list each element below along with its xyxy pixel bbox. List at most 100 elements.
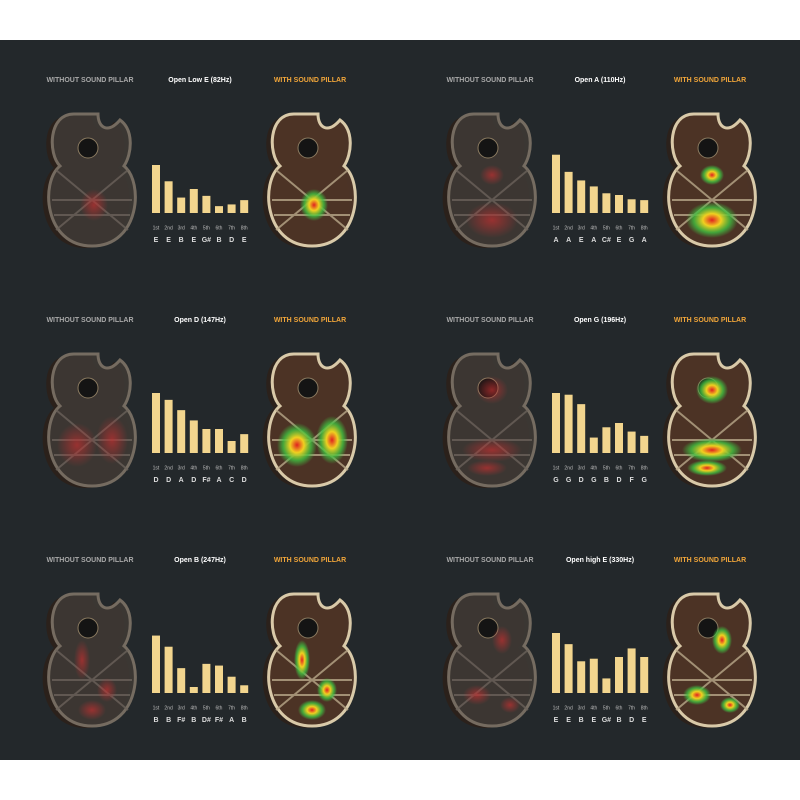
note-label: E xyxy=(154,237,159,244)
harmonic-label: 2nd xyxy=(564,705,573,711)
heat-blob xyxy=(97,678,117,702)
bar xyxy=(552,154,560,213)
harmonic-label: 3rd xyxy=(178,225,185,231)
harmonic-label: 3rd xyxy=(578,225,585,231)
note-label: B xyxy=(616,717,621,724)
test-title: Open Low E (82Hz) xyxy=(168,77,231,84)
bracing xyxy=(272,649,352,711)
harmonic-label: 7th xyxy=(628,705,635,711)
pillar-on-label: WITH SOUND PILLAR xyxy=(674,77,746,84)
heat-blob xyxy=(467,460,507,476)
sound-hole xyxy=(297,617,319,639)
note-label: D xyxy=(191,477,196,484)
harmonic-label: 3rd xyxy=(178,465,185,471)
harmonic-label: 8th xyxy=(641,225,648,231)
harmonic-label: 1st xyxy=(153,465,160,471)
bar xyxy=(627,648,636,693)
harmonic-label: 8th xyxy=(241,465,248,471)
guitar-illustration xyxy=(662,112,757,248)
note-label: B xyxy=(242,717,247,724)
heat-blob xyxy=(683,685,711,705)
note-label: B xyxy=(579,717,584,724)
note-label: C# xyxy=(602,237,611,244)
note-label: G xyxy=(566,477,572,484)
note-label: B xyxy=(179,237,184,244)
heat-blob xyxy=(96,416,128,464)
heat-blob xyxy=(277,423,317,467)
harmonic-label: 6th xyxy=(616,465,623,471)
note-label: E xyxy=(191,237,196,244)
bracing xyxy=(452,169,532,231)
note-label: D xyxy=(579,477,584,484)
bar xyxy=(240,434,249,453)
heat-blob xyxy=(686,202,738,238)
heat-blob xyxy=(74,640,90,680)
harmonic-label: 2nd xyxy=(164,705,173,711)
bar xyxy=(189,687,198,693)
harmonic-label: 4th xyxy=(590,225,597,231)
guitar-illustration xyxy=(42,352,137,488)
note-label: E xyxy=(566,717,571,724)
harmonic-label: 1st xyxy=(153,225,160,231)
test-title: Open B (247Hz) xyxy=(174,557,226,564)
pillar-off-label: WITHOUT SOUND PILLAR xyxy=(46,317,133,324)
harmonic-label: 7th xyxy=(628,225,635,231)
harmonic-label: 5th xyxy=(203,705,210,711)
bar xyxy=(189,189,198,213)
test-title: Open D (147Hz) xyxy=(174,317,226,324)
harmonic-label: 1st xyxy=(153,705,160,711)
note-label: C xyxy=(229,477,234,484)
bar xyxy=(589,658,598,693)
bar xyxy=(152,165,160,213)
harmonic-label: 2nd xyxy=(164,225,173,231)
bar xyxy=(164,181,173,213)
heat-blob xyxy=(317,678,337,702)
note-label: D xyxy=(229,237,234,244)
heat-blob xyxy=(463,685,491,705)
harmonic-label: 2nd xyxy=(164,465,173,471)
note-label: F# xyxy=(202,477,210,484)
heat-blob xyxy=(700,165,724,185)
guitar-body xyxy=(47,112,137,248)
heat-blob xyxy=(78,700,106,720)
harmonic-label: 3rd xyxy=(578,465,585,471)
bracing xyxy=(452,649,532,711)
harmonic-label: 8th xyxy=(641,465,648,471)
note-label: D# xyxy=(202,717,211,724)
note-label: E xyxy=(166,237,171,244)
bracing xyxy=(52,649,132,711)
harmonic-label: 3rd xyxy=(578,705,585,711)
sound-hole xyxy=(697,137,719,159)
test-title: Open high E (330Hz) xyxy=(566,557,634,564)
heat-blob xyxy=(696,376,728,404)
bar xyxy=(577,180,586,213)
harmonic-label: 5th xyxy=(603,465,610,471)
harmonic-label: 7th xyxy=(228,705,235,711)
heat-blob xyxy=(462,438,522,462)
note-label: B xyxy=(604,477,609,484)
harmonic-label: 5th xyxy=(203,225,210,231)
harmonic-label: 6th xyxy=(216,465,223,471)
bar xyxy=(640,200,649,213)
harmonic-label: 6th xyxy=(216,225,223,231)
bar xyxy=(177,197,186,213)
harmonic-label: 4th xyxy=(190,705,197,711)
note-label: B xyxy=(216,237,221,244)
note-label: G xyxy=(629,237,635,244)
bar xyxy=(177,410,186,453)
bar xyxy=(164,646,173,693)
pillar-on-label: WITH SOUND PILLAR xyxy=(274,77,346,84)
note-label: A xyxy=(216,477,221,484)
note-label: G# xyxy=(602,717,611,724)
harmonic-label: 7th xyxy=(228,225,235,231)
pillar-on-label: WITH SOUND PILLAR xyxy=(274,317,346,324)
bar xyxy=(227,676,236,693)
guitar-illustration xyxy=(442,352,537,488)
test-title: Open A (110Hz) xyxy=(575,77,626,84)
bar xyxy=(227,441,236,453)
note-label: A xyxy=(553,237,558,244)
harmonic-label: 1st xyxy=(553,465,560,471)
note-label: E xyxy=(591,717,596,724)
guitar-illustration xyxy=(662,352,757,488)
